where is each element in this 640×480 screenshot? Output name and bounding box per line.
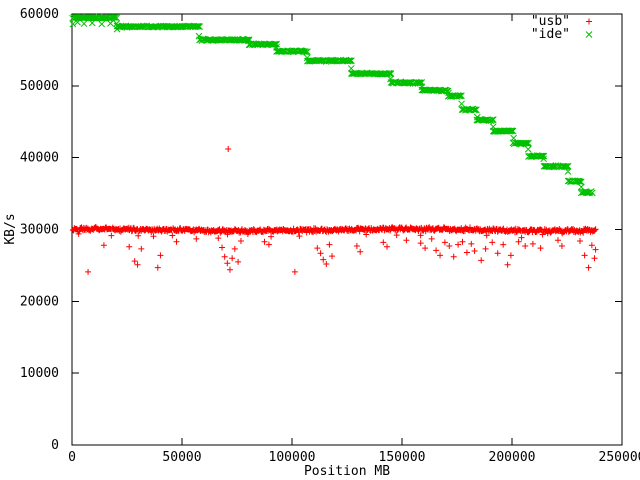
legend-label-usb: "usb" [530, 14, 570, 29]
y-tick-label: 20000 [20, 294, 59, 309]
ide-points [69, 13, 596, 197]
y-tick-label: 60000 [20, 7, 59, 22]
x-tick-label: 100000 [269, 450, 316, 465]
legend-marker-usb [586, 18, 592, 25]
x-tick-label: 0 [68, 450, 76, 465]
x-tick-label: 200000 [489, 450, 536, 465]
x-tick-label: 50000 [162, 450, 201, 465]
x-axis-title: Position MB [303, 464, 391, 479]
y-tick-label: 40000 [20, 151, 59, 166]
x-tick-label: 150000 [379, 450, 426, 465]
axis-ticks [71, 13, 623, 446]
legend: "usb" "ide" [531, 15, 570, 41]
y-tick-label: 0 [51, 438, 59, 453]
y-tick-label: 10000 [20, 366, 59, 381]
legend-marker-ide [585, 31, 593, 38]
y-axis-title: KB/s [3, 213, 18, 245]
legend-label-ide: "ide" [530, 27, 570, 42]
usb-points [69, 146, 599, 275]
y-tick-label: 50000 [20, 79, 59, 94]
y-tick-label: 30000 [20, 223, 59, 238]
